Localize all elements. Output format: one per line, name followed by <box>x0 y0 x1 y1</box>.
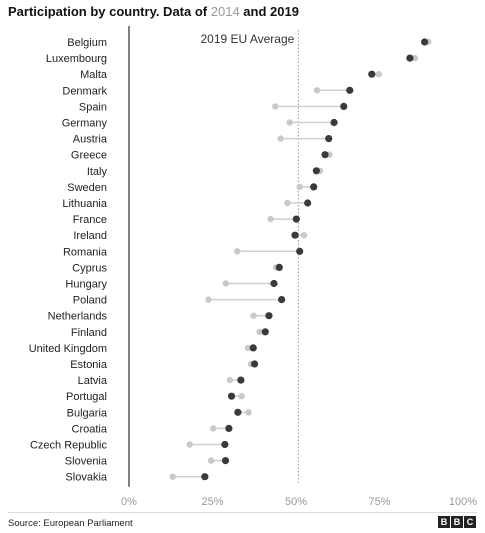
dot-2019 <box>368 70 376 78</box>
average-label: 2019 EU Average <box>200 32 294 46</box>
dot-2019 <box>234 408 242 416</box>
dot-2019 <box>201 473 209 481</box>
dot-2019 <box>310 183 318 191</box>
country-label: Croatia <box>72 423 108 435</box>
dot-2014 <box>300 232 308 239</box>
dot-2014 <box>286 119 293 126</box>
dot-2019 <box>225 424 233 432</box>
dot-2019 <box>321 151 329 159</box>
logo-letter: C <box>464 516 476 528</box>
dot-2014 <box>256 328 263 335</box>
dot-2019 <box>292 215 300 223</box>
country-label: Latvia <box>78 375 108 387</box>
country-label: Lithuania <box>62 198 108 210</box>
country-label: Greece <box>71 150 107 162</box>
dot-2019 <box>291 231 299 239</box>
country-label: Italy <box>87 166 108 178</box>
dot-2014 <box>244 344 252 352</box>
title-year-2014: 2014 <box>210 4 240 19</box>
source-note: Source: European Parliament <box>8 518 133 529</box>
dot-2019 <box>340 102 348 110</box>
country-label: Czech Republic <box>30 440 108 452</box>
dot-2014 <box>313 87 321 94</box>
x-tick-label: 50% <box>285 496 307 508</box>
dot-2014 <box>207 457 215 464</box>
dot-2014 <box>245 409 252 416</box>
country-label: Luxembourg <box>46 53 107 65</box>
title-year-2019: 2019 <box>270 4 299 19</box>
dot-2014 <box>234 248 241 255</box>
x-tick-label: 100% <box>449 496 477 508</box>
country-label: Poland <box>73 295 107 307</box>
dot-2019 <box>265 312 273 320</box>
country-label: Finland <box>71 327 107 339</box>
country-label: France <box>73 214 107 226</box>
country-label: Slovakia <box>65 472 107 484</box>
dot-2019 <box>304 199 312 207</box>
country-label: Portugal <box>66 391 107 403</box>
logo-letter: B <box>451 516 463 528</box>
country-label: Germany <box>62 118 108 130</box>
dot-2014 <box>186 441 193 448</box>
x-tick-label: 0% <box>121 496 137 508</box>
dot-2019 <box>420 38 429 46</box>
dot-2019 <box>312 167 320 175</box>
dot-2014 <box>169 473 176 480</box>
dot-2019 <box>221 440 229 449</box>
bbc-logo: B B C <box>438 516 476 528</box>
dot-2019 <box>296 247 304 255</box>
country-label: Bulgaria <box>67 407 108 419</box>
dot-2019 <box>261 328 269 336</box>
dot-2014 <box>284 199 291 207</box>
country-label: Romania <box>63 246 108 258</box>
dot-2019 <box>406 54 414 62</box>
dot-2019 <box>237 376 245 384</box>
dot-2014 <box>296 183 303 191</box>
dot-2019 <box>250 360 259 368</box>
country-label: United Kingdom <box>29 343 107 355</box>
country-label: Austria <box>73 134 108 146</box>
chart-title: Participation by country. Data of 2014 a… <box>8 4 299 19</box>
country-label: Ireland <box>73 230 107 242</box>
country-label: Slovenia <box>65 456 108 468</box>
dot-2019 <box>249 344 257 352</box>
country-label: Spain <box>79 101 107 113</box>
dot-2014 <box>226 376 234 384</box>
logo-letter: B <box>438 516 450 528</box>
dot-2019 <box>325 135 333 143</box>
country-label: Malta <box>80 69 108 81</box>
dot-2014 <box>272 103 279 110</box>
dot-2019 <box>275 263 283 271</box>
dot-2019 <box>278 296 286 304</box>
dot-2019 <box>270 279 278 288</box>
x-tick-label: 75% <box>368 496 390 508</box>
country-label: Hungary <box>65 279 107 291</box>
dot-2014 <box>205 296 212 303</box>
title-prefix: Participation by country. Data of <box>8 4 208 19</box>
dot-2019 <box>221 457 230 465</box>
dot-2014 <box>411 54 419 62</box>
country-label: Denmark <box>62 85 107 97</box>
title-conj: and <box>243 4 267 19</box>
footer-divider <box>8 512 477 513</box>
dot-2014 <box>250 312 257 319</box>
dot-2014 <box>267 215 274 223</box>
x-tick-label: 25% <box>201 496 223 508</box>
dot-2019 <box>346 86 354 94</box>
dot-2019 <box>227 392 236 400</box>
dot-2014 <box>375 71 383 78</box>
dot-2014 <box>238 393 245 400</box>
dot-plot: 2019 EU Average Belgium Luxembourg Malta Den… <box>29 26 477 508</box>
dot-2014 <box>222 280 230 287</box>
country-label: Netherlands <box>48 311 108 323</box>
country-label: Sweden <box>67 182 107 194</box>
dot-2019 <box>330 118 338 127</box>
country-label: Belgium <box>67 37 107 49</box>
country-label: Cyprus <box>72 262 107 274</box>
dot-2014 <box>277 135 284 142</box>
country-label: Estonia <box>70 359 108 371</box>
dot-2014 <box>209 425 217 432</box>
